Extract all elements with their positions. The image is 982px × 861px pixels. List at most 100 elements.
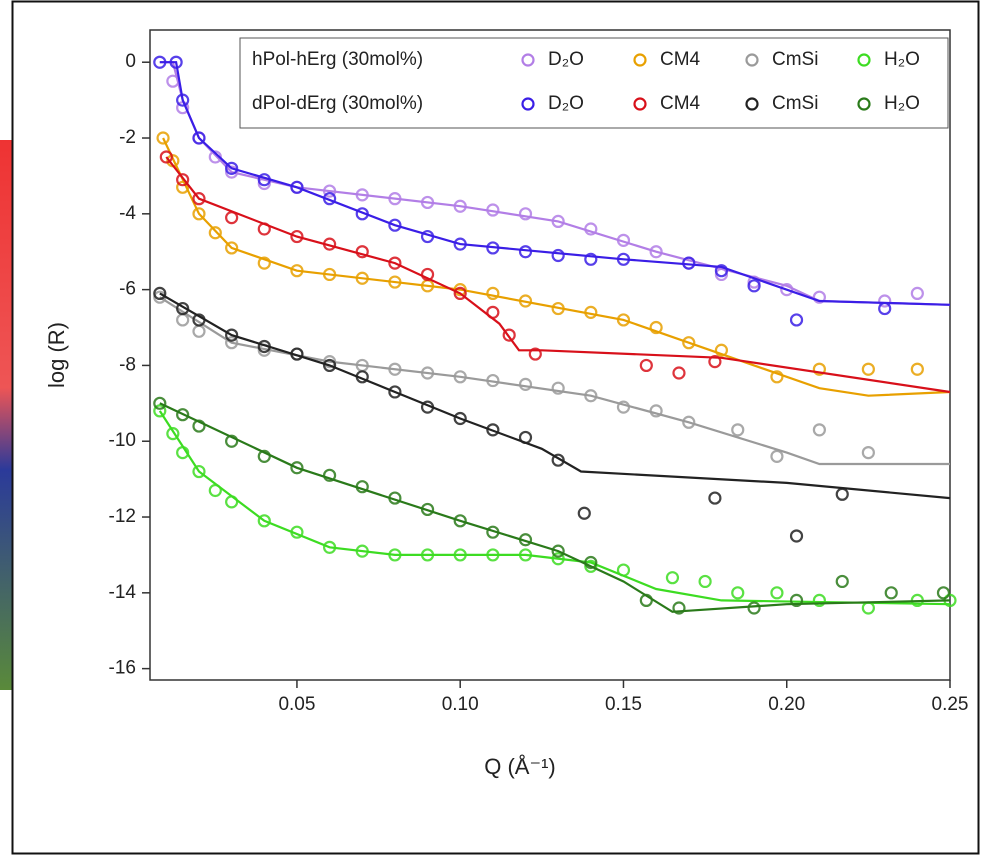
data-point [861,362,875,376]
data-point [649,320,663,335]
data-point [789,313,804,327]
data-point [770,370,784,384]
data-point [208,226,222,240]
data-point [639,358,653,373]
y-tick-label: -8 [119,354,136,375]
data-point [584,555,598,570]
legend-marker [521,97,535,111]
data-point [453,286,467,301]
data-point [708,355,722,369]
series-layer [153,55,957,615]
data-point [682,415,696,429]
plot-frame [149,29,951,681]
data-point [584,252,598,266]
fit-line [158,410,951,606]
data-point [156,131,170,145]
data-point [453,514,467,528]
data-point [486,286,500,301]
legend-marker [745,97,759,111]
data-point [910,286,924,301]
legend-label: CmSi [772,49,818,70]
data-point [453,411,467,426]
data-point [835,574,849,589]
data-point [789,529,804,543]
series [153,286,849,543]
data-point [672,601,686,615]
data-point [910,362,924,376]
data-point [486,423,500,437]
y-tick-label: -16 [109,658,136,679]
legend-marker [857,53,871,67]
data-point [225,161,239,175]
series [153,396,951,615]
data-point [649,245,663,259]
data-point [388,218,402,232]
data-point [388,385,402,399]
legend-label: CmSi [772,93,818,114]
x-axis-label: Q (Å⁻¹) [484,754,556,779]
data-point [698,574,712,589]
data-point [665,571,680,585]
data-point [192,207,206,221]
data-point [176,408,190,422]
legend-marker [857,97,871,111]
x-tick-label: 0.25 [932,694,969,715]
legend-group-label: dPol-dErg (30mol%) [252,93,423,114]
legend-label: CM4 [660,93,701,114]
x-tick-label: 0.05 [278,694,315,715]
data-point [812,362,826,376]
data-point [257,449,271,463]
legend-marker [745,53,759,67]
data-point [225,434,239,448]
legend-marker [633,97,647,111]
data-point [551,544,565,558]
y-tick-label: -12 [109,506,136,527]
legend-label: H₂O [884,49,920,70]
data-point [731,423,745,437]
frame [11,0,980,855]
data-point [192,464,206,479]
data-point [584,559,598,573]
data-point [225,241,239,255]
data-point [747,279,761,293]
data-point [153,396,167,410]
data-point [192,192,206,206]
data-point [176,301,190,316]
data-point [672,366,686,380]
data-point [551,381,565,395]
data-point [770,586,784,600]
fit-line [165,156,951,394]
y-axis-label: log (R) [44,322,69,388]
data-point [290,229,304,244]
y-tick-label: 0 [125,51,136,72]
data-point [884,586,898,600]
data-point [290,180,304,194]
fit-line [159,61,951,306]
data-point [878,294,892,308]
data-point [225,165,239,179]
data-point [780,283,794,297]
legend-label: D₂O [548,93,584,114]
legend-label: H₂O [884,93,920,114]
data-point [153,404,167,418]
data-point [322,358,337,373]
data-point [518,207,533,221]
data-point [812,290,826,304]
data-point [936,586,951,600]
legend-group-label: hPol-hErg (30mol%) [252,49,423,70]
data-point [420,267,435,282]
y-tick-label: -10 [109,430,136,451]
y-tick-label: -2 [119,127,136,148]
data-point [770,449,784,463]
data-point [290,461,304,475]
data-point [528,347,542,361]
data-point [577,506,591,520]
data-point [708,491,722,505]
data-point [789,593,804,608]
legend-label: CM4 [660,49,701,70]
data-point [861,445,875,460]
fit-line [159,292,951,500]
data-point [682,336,696,350]
legend-label: D₂O [548,49,584,70]
data-point [747,601,761,615]
